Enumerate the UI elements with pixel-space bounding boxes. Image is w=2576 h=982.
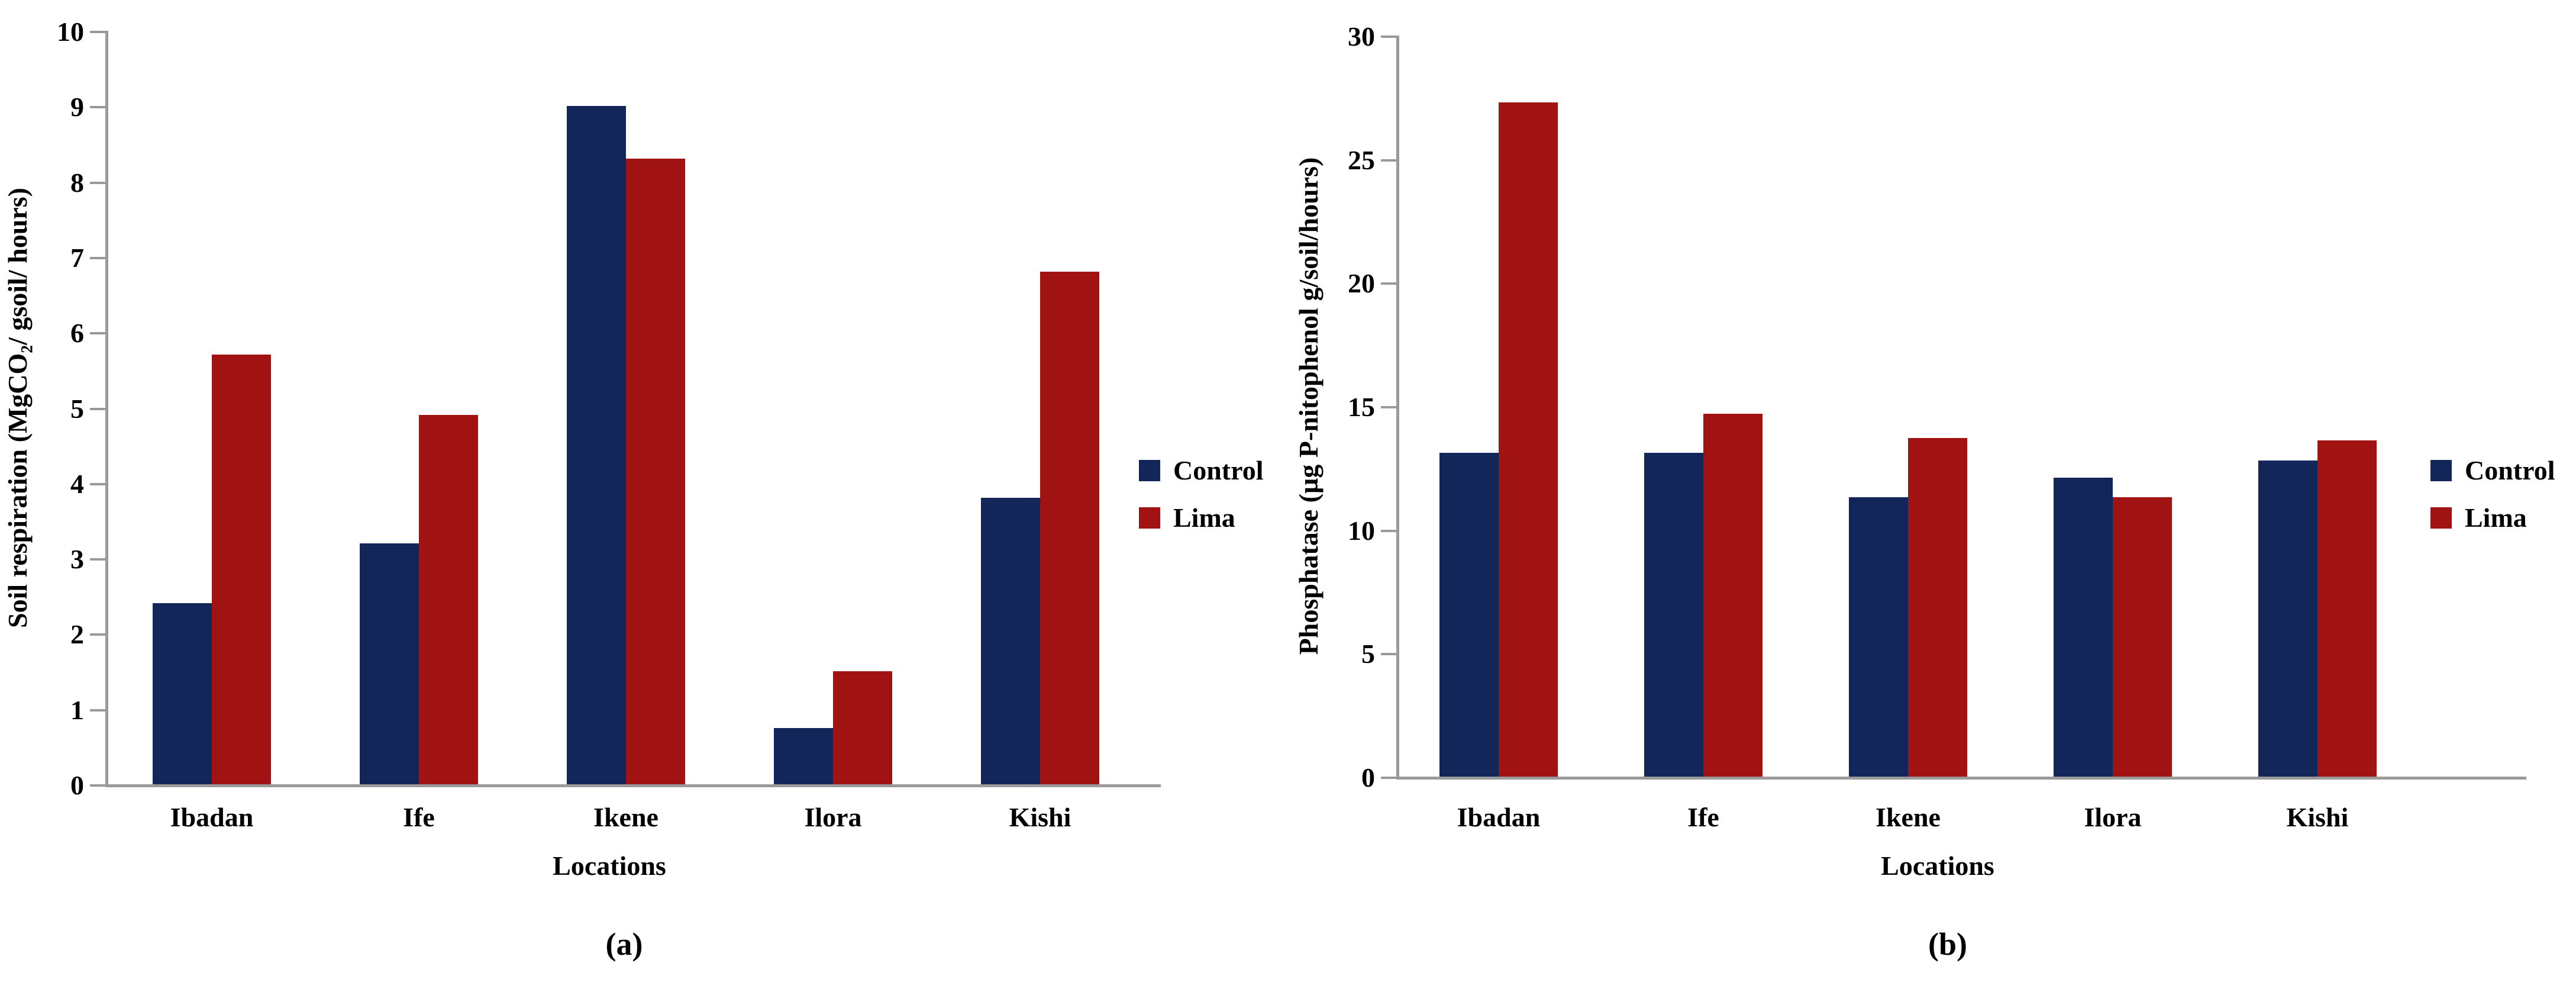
legend-swatch-control-icon xyxy=(1139,460,1160,481)
bar-lima-ikene-a xyxy=(626,159,685,784)
y-tick-label-a: 0 xyxy=(70,770,84,800)
bar-lima-ibadan-a xyxy=(212,355,271,784)
y-tick-b xyxy=(1381,777,1396,779)
category-label-ife-a: Ife xyxy=(403,802,435,832)
y-axis-line-b xyxy=(1396,36,1399,780)
bar-lima-ilora-b xyxy=(2113,497,2172,777)
y-tick-label-a: 1 xyxy=(70,694,84,725)
y-tick-b xyxy=(1381,653,1396,656)
y-tick-b xyxy=(1381,529,1396,532)
y-axis-line-a xyxy=(105,31,108,787)
category-label-kishi-b: Kishi xyxy=(2286,802,2349,832)
y-tick-a xyxy=(90,633,105,636)
bar-control-ikene-b xyxy=(1849,497,1908,777)
y-tick-label-a: 8 xyxy=(70,167,84,198)
category-label-kishi-a: Kishi xyxy=(1009,802,1071,832)
y-tick-label-a: 4 xyxy=(70,468,84,499)
y-tick-b xyxy=(1381,282,1396,285)
y-tick-label-a: 5 xyxy=(70,393,84,424)
category-label-ife-b: Ife xyxy=(1687,802,1719,832)
y-tick-label-a: 7 xyxy=(70,242,84,273)
y-tick-b xyxy=(1381,36,1396,38)
y-tick-label-b: 30 xyxy=(1348,21,1375,51)
x-axis-title-b: Locations xyxy=(1881,851,1994,881)
y-tick-label-b: 20 xyxy=(1348,268,1375,299)
legend-item-lima-b: Lima xyxy=(2430,504,2555,532)
bar-lima-ife-a xyxy=(419,415,478,784)
y-tick-label-a: 3 xyxy=(70,544,84,575)
y-tick-a xyxy=(90,181,105,184)
y-tick-a xyxy=(90,256,105,259)
x-axis-line-b xyxy=(1396,777,2526,780)
legend-b: Control Lima xyxy=(2430,457,2555,552)
x-axis-title-a: Locations xyxy=(553,851,666,881)
y-tick-b xyxy=(1381,406,1396,408)
legend-label-control-b: Control xyxy=(2465,455,2555,485)
y-tick-a xyxy=(90,407,105,410)
legend-item-lima-a: Lima xyxy=(1139,504,1264,532)
y-tick-label-a: 6 xyxy=(70,318,84,349)
bar-lima-kishi-a xyxy=(1040,272,1099,784)
legend-label-lima-a: Lima xyxy=(1173,503,1235,533)
y-tick-a xyxy=(90,332,105,335)
category-label-ilora-b: Ilora xyxy=(2084,802,2142,832)
legend-label-control-a: Control xyxy=(1173,455,1264,485)
bar-control-kishi-a xyxy=(981,498,1040,784)
bar-control-kishi-b xyxy=(2258,460,2317,777)
y-tick-label-b: 0 xyxy=(1361,762,1375,793)
y-tick-label-b: 15 xyxy=(1348,392,1375,422)
category-label-ikene-b: Ikene xyxy=(1875,802,1941,832)
bar-lima-ikene-b xyxy=(1908,438,1967,777)
y-tick-label-b: 25 xyxy=(1348,144,1375,175)
bar-control-ikene-a xyxy=(567,106,626,784)
bar-lima-kishi-b xyxy=(2317,440,2377,777)
category-label-ilora-a: Ilora xyxy=(804,802,862,832)
legend-swatch-lima-icon xyxy=(1139,507,1160,529)
bar-control-ife-a xyxy=(360,543,419,784)
bar-control-ilora-b xyxy=(2054,478,2113,777)
y-tick-b xyxy=(1381,159,1396,162)
caption-a: (a) xyxy=(605,926,643,962)
bar-lima-ilora-a xyxy=(833,671,892,784)
legend-label-lima-b: Lima xyxy=(2465,503,2527,533)
y-axis-title-a: Soil respiration (MgCO₂/ gsoil/ hours) xyxy=(2,187,33,628)
y-tick-a xyxy=(90,482,105,485)
y-tick-label-a: 9 xyxy=(70,92,84,123)
y-tick-a xyxy=(90,784,105,787)
category-label-ibadan-a: Ibadan xyxy=(170,802,254,832)
x-axis-line-a xyxy=(105,784,1161,787)
y-tick-label-a: 2 xyxy=(70,619,84,650)
bar-control-ibadan-a xyxy=(153,603,212,784)
legend-swatch-control-icon xyxy=(2430,460,2452,481)
category-label-ibadan-b: Ibadan xyxy=(1457,802,1541,832)
bar-control-ife-b xyxy=(1644,453,1703,777)
bar-control-ibadan-b xyxy=(1439,453,1499,777)
category-label-ikene-a: Ikene xyxy=(593,802,658,832)
bar-lima-ibadan-b xyxy=(1499,102,1558,777)
caption-b: (b) xyxy=(1928,926,1967,962)
y-tick-a xyxy=(90,709,105,711)
y-tick-a xyxy=(90,31,105,33)
y-tick-a xyxy=(90,558,105,561)
y-tick-label-b: 5 xyxy=(1361,639,1375,669)
y-tick-label-a: 10 xyxy=(57,17,84,47)
legend-item-control-b: Control xyxy=(2430,457,2555,484)
y-tick-a xyxy=(90,106,105,109)
bar-lima-ife-b xyxy=(1703,413,1762,777)
y-axis-title-b: Phosphatase (µg P-nitophenol g/soil/hour… xyxy=(1293,157,1323,655)
bar-control-ilora-a xyxy=(774,727,833,784)
y-tick-label-b: 10 xyxy=(1348,515,1375,546)
legend-swatch-lima-icon xyxy=(2430,507,2452,529)
legend-a: Control Lima xyxy=(1139,457,1264,552)
legend-item-control-a: Control xyxy=(1139,457,1264,484)
